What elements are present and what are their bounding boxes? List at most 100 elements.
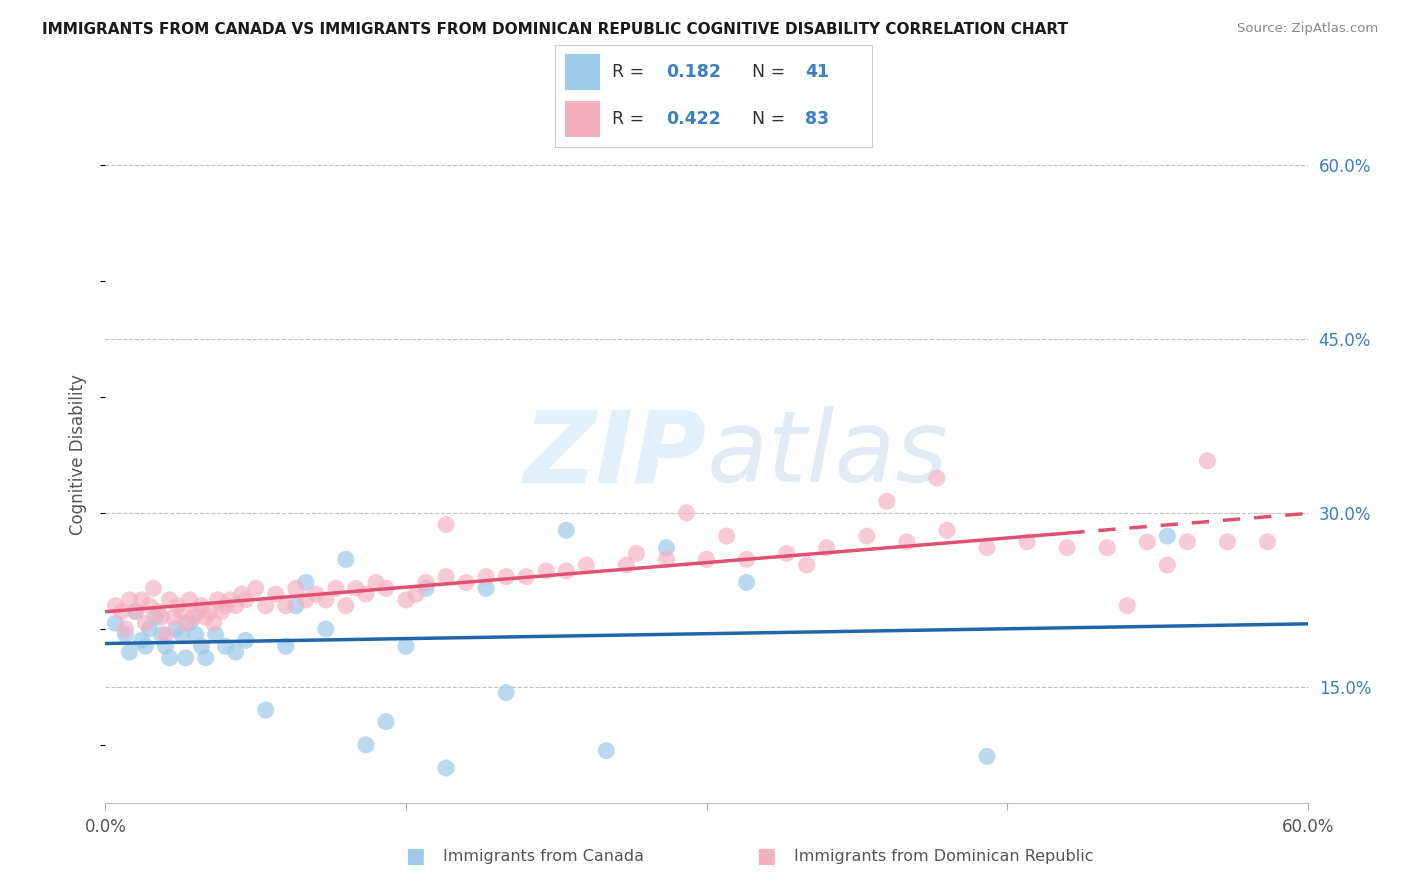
Point [183,610,205,624]
Text: 0.182: 0.182 [666,63,721,81]
Point [245,582,267,596]
Point [776,546,799,561]
Text: 0.422: 0.422 [666,111,721,128]
Point [114,628,136,642]
Point [190,599,212,613]
Point [1056,541,1078,555]
Text: ■: ■ [756,847,776,866]
Text: 83: 83 [806,111,830,128]
Point [534,564,557,578]
Point [595,744,617,758]
Point [374,582,398,596]
Point [374,714,398,729]
Point [194,610,217,624]
Point [165,622,187,636]
Point [515,570,537,584]
Point [284,599,307,613]
Point [194,651,217,665]
Point [104,599,127,613]
Point [796,558,818,573]
Point [575,558,598,573]
Point [114,622,136,636]
Point [876,494,898,508]
Point [395,592,418,607]
Text: ZIP: ZIP [523,407,707,503]
Point [124,605,146,619]
Point [1136,534,1159,549]
Point [315,622,337,636]
Point [976,749,998,764]
Point [415,575,437,590]
Point [190,639,212,653]
Point [1017,534,1039,549]
Point [110,605,132,619]
Point [118,645,141,659]
Point [202,615,225,630]
Point [1197,453,1219,467]
Point [925,471,948,485]
Text: N =: N = [752,63,785,81]
Point [187,605,209,619]
Point [434,570,457,584]
Point [405,587,427,601]
Point [295,592,318,607]
Point [214,599,236,613]
Point [174,651,197,665]
Point [155,639,177,653]
Point [204,628,226,642]
Point [936,523,959,537]
Point [155,628,177,642]
Point [395,639,418,653]
Point [159,651,181,665]
Point [214,639,236,653]
Point [225,645,247,659]
Point [142,582,165,596]
Point [218,592,240,607]
Point [655,541,678,555]
Text: R =: R = [613,111,644,128]
Point [354,738,377,752]
Point [495,685,517,699]
Point [150,610,173,624]
Point [896,534,918,549]
Point [716,529,738,543]
Point [364,575,387,590]
Point [1156,529,1178,543]
Point [815,541,838,555]
Point [976,541,998,555]
Point [855,529,877,543]
Point [254,703,277,717]
Text: ■: ■ [405,847,425,866]
Point [179,592,201,607]
Y-axis label: Cognitive Disability: Cognitive Disability [69,375,87,535]
Point [174,615,197,630]
Point [179,615,201,630]
Point [124,605,146,619]
Point [135,615,157,630]
Point [1156,558,1178,573]
Point [184,628,207,642]
Text: atlas: atlas [707,407,948,503]
Point [335,599,357,613]
Point [735,575,758,590]
Text: Immigrants from Dominican Republic: Immigrants from Dominican Republic [794,849,1094,863]
Point [231,587,253,601]
Text: 41: 41 [806,63,830,81]
Point [146,605,169,619]
Text: Source: ZipAtlas.com: Source: ZipAtlas.com [1237,22,1378,36]
FancyBboxPatch shape [565,101,599,137]
Point [1177,534,1199,549]
Point [696,552,718,566]
Point [1216,534,1239,549]
Point [1097,541,1119,555]
Point [138,599,160,613]
Point [325,582,347,596]
Point [434,517,457,532]
Point [166,599,188,613]
Point [335,552,357,566]
Point [475,570,498,584]
Point [555,523,578,537]
FancyBboxPatch shape [565,54,599,90]
Point [207,592,229,607]
Point [145,610,167,624]
